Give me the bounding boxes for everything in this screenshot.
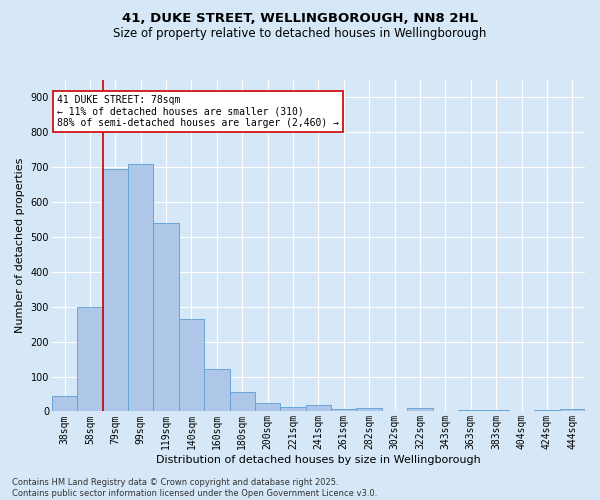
Bar: [52, 396, 77, 411]
Bar: [306, 406, 331, 411]
Y-axis label: Number of detached properties: Number of detached properties: [15, 158, 25, 334]
Bar: [484, 410, 509, 412]
Bar: [128, 164, 154, 412]
Bar: [230, 392, 255, 411]
Bar: [509, 410, 534, 412]
Bar: [103, 169, 128, 412]
Bar: [356, 408, 382, 412]
Bar: [433, 410, 458, 412]
Text: Contains HM Land Registry data © Crown copyright and database right 2025.
Contai: Contains HM Land Registry data © Crown c…: [12, 478, 377, 498]
Text: 41, DUKE STREET, WELLINGBOROUGH, NN8 2HL: 41, DUKE STREET, WELLINGBOROUGH, NN8 2HL: [122, 12, 478, 26]
Bar: [382, 410, 407, 412]
Bar: [154, 223, 179, 412]
X-axis label: Distribution of detached houses by size in Wellingborough: Distribution of detached houses by size …: [156, 455, 481, 465]
Text: 41 DUKE STREET: 78sqm
← 11% of detached houses are smaller (310)
88% of semi-det: 41 DUKE STREET: 78sqm ← 11% of detached …: [57, 95, 339, 128]
Bar: [204, 369, 230, 412]
Bar: [534, 410, 560, 412]
Bar: [179, 319, 204, 412]
Bar: [280, 407, 306, 412]
Bar: [255, 402, 280, 411]
Text: Size of property relative to detached houses in Wellingborough: Size of property relative to detached ho…: [113, 28, 487, 40]
Bar: [77, 307, 103, 412]
Bar: [458, 410, 484, 412]
Bar: [407, 408, 433, 412]
Bar: [560, 409, 585, 412]
Bar: [331, 408, 356, 412]
